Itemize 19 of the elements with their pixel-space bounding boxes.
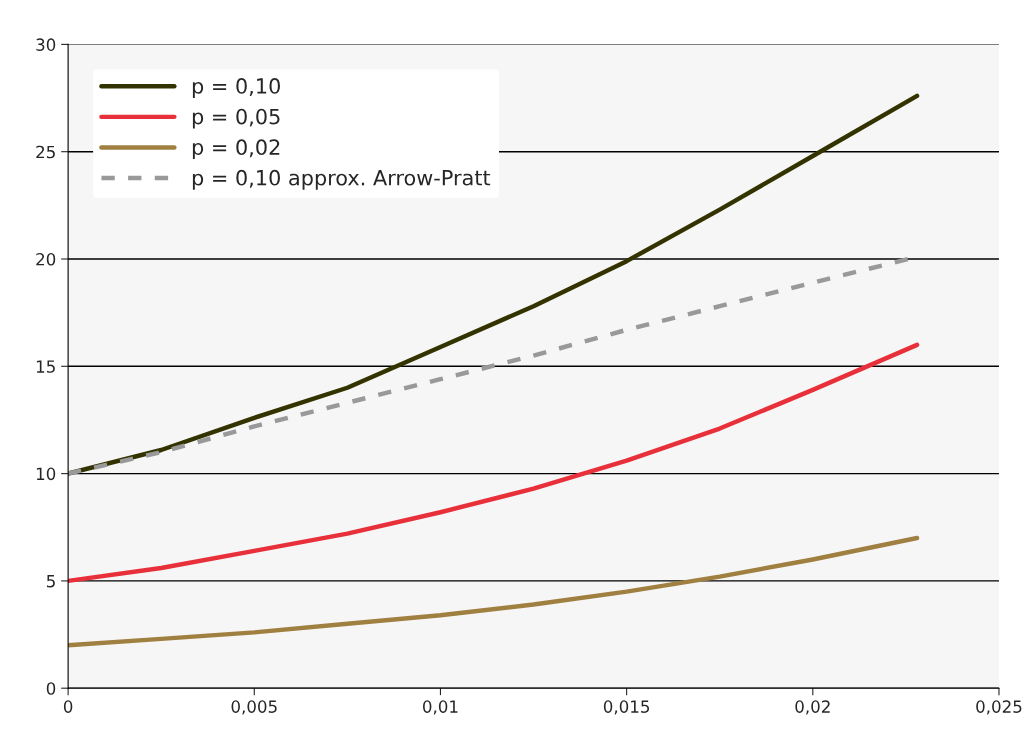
x-tick-label: 0,01: [423, 700, 458, 715]
y-tick-label: 25: [36, 145, 55, 159]
y-tick-label: 5: [46, 575, 55, 588]
x-tick-label: 0,025: [976, 700, 1022, 715]
line-series: [68, 535, 920, 648]
x-tick-label: 0,015: [603, 700, 650, 715]
legend-label: p = 0,10: [192, 78, 280, 98]
x-tick-label: 0: [63, 700, 73, 713]
x-tick-label: 0,005: [231, 700, 277, 715]
x-tick-label: 0,02: [795, 700, 830, 715]
y-tick-label: 15: [36, 360, 55, 373]
y-tick-label: 20: [36, 252, 56, 266]
legend-label: p = 0,10 approx. Arrow-Pratt: [192, 169, 491, 190]
line-series: [68, 342, 920, 584]
y-tick-label: 10: [36, 467, 56, 481]
y-tick-label: 30: [36, 38, 56, 51]
legend-label: p = 0,05: [192, 108, 280, 129]
y-tick-label: 0: [46, 682, 56, 695]
legend-label: p = 0,02: [192, 139, 280, 160]
